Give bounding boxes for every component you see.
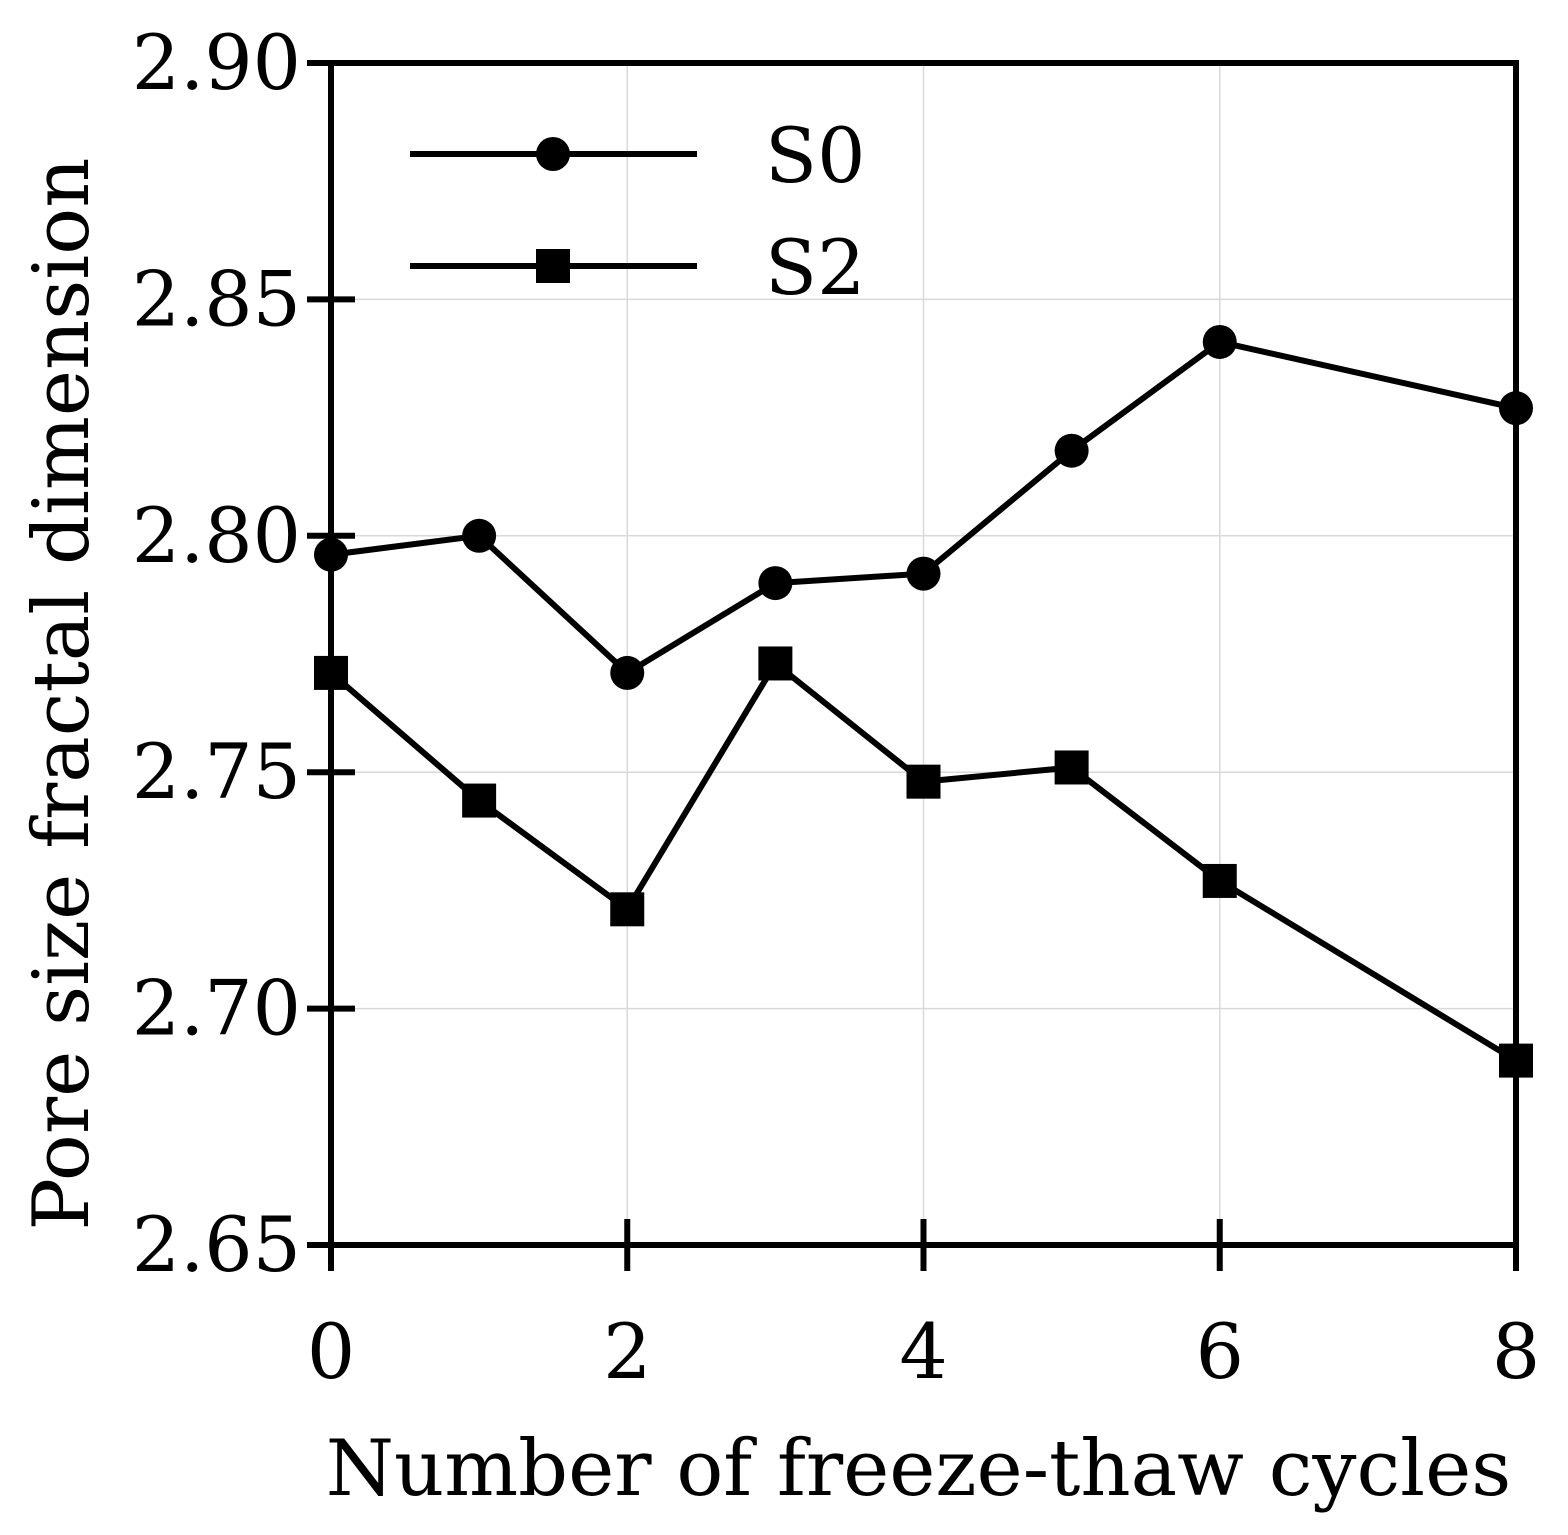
data-point-S0	[758, 566, 793, 601]
grid-lines	[330, 62, 1517, 1246]
x-tick-label: 2	[603, 1307, 651, 1396]
series-line-S2	[329, 660, 1518, 1064]
legend-marker	[536, 249, 570, 283]
data-point-S0	[1054, 433, 1089, 468]
x-axis-title: Number of freeze-thaw cycles	[326, 1424, 1512, 1514]
data-point-S0	[1202, 324, 1237, 359]
legend-label: S2	[765, 223, 865, 312]
legend-marker	[536, 137, 570, 171]
y-tick-label: 2.70	[132, 964, 301, 1053]
data-point-S2	[758, 646, 793, 681]
data-point-S2	[610, 892, 645, 927]
plot-frame	[328, 60, 1519, 1248]
data-point-S2	[1054, 750, 1089, 785]
x-tick-label: 0	[307, 1307, 355, 1396]
y-tick-label: 2.75	[132, 727, 301, 816]
legend-item-S0: S0	[410, 111, 865, 200]
y-tick-label: 2.80	[132, 491, 301, 580]
y-tick-label: 2.65	[132, 1200, 301, 1289]
data-point-S2	[1202, 863, 1237, 898]
data-point-S0	[462, 518, 497, 553]
series-line-S0	[330, 338, 1517, 676]
x-tick-label: 6	[1196, 1307, 1244, 1396]
data-point-S0	[610, 655, 645, 690]
y-tick-label: 2.90	[132, 18, 301, 107]
y-axis-title: Pore size fractal dimension	[17, 158, 107, 1231]
legend-label: S0	[765, 111, 865, 200]
data-point-S0	[906, 556, 941, 591]
y-tick-label: 2.85	[132, 254, 301, 343]
data-point-S2	[906, 764, 941, 799]
data-point-S2	[462, 783, 497, 818]
axis-ticks	[307, 60, 1519, 1271]
x-tick-label: 4	[899, 1307, 947, 1396]
tick-labels: 2.65 2.70 2.75 2.80 2.85 2.90 0 2 4 6 8	[132, 18, 1540, 1396]
x-tick-label: 8	[1492, 1307, 1540, 1396]
legend-item-S2: S2	[410, 223, 865, 312]
